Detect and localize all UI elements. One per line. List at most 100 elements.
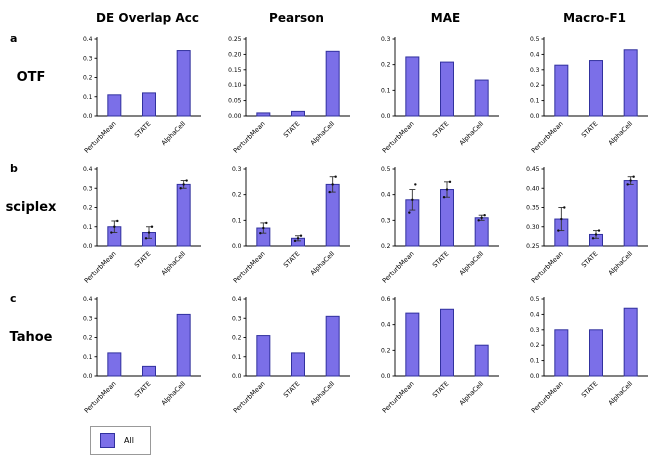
chart-sciplex-pearson: 0.0 0.1 0.2 0.3 PerturbMean STATE AlphaCell xyxy=(209,162,358,292)
col-title-pearson: Pearson xyxy=(269,11,324,25)
svg-text:0.3: 0.3 xyxy=(381,217,391,224)
chart-sciplex-macro-f1: 0.25 0.30 0.35 0.40 0.45 PerturbMean STATE Alph… xyxy=(507,162,656,292)
svg-text:STATE: STATE xyxy=(133,250,153,270)
legend-swatch-all xyxy=(100,433,115,448)
svg-text:PerturbMean: PerturbMean xyxy=(83,380,118,415)
svg-text:0.0: 0.0 xyxy=(530,113,540,120)
svg-text:PerturbMean: PerturbMean xyxy=(381,120,416,155)
svg-text:AlphaCell: AlphaCell xyxy=(458,120,485,147)
svg-text:0.00: 0.00 xyxy=(228,113,242,120)
svg-text:STATE: STATE xyxy=(431,380,451,400)
svg-text:0.05: 0.05 xyxy=(228,98,242,105)
svg-text:0.6: 0.6 xyxy=(381,296,391,303)
row-header-tahoe: c Tahoe xyxy=(2,292,60,422)
svg-text:STATE: STATE xyxy=(282,250,302,270)
svg-text:0.0: 0.0 xyxy=(83,113,93,120)
panel-letter-c: c xyxy=(10,292,17,305)
svg-text:0.0: 0.0 xyxy=(232,243,242,250)
svg-text:0.2: 0.2 xyxy=(232,335,242,342)
svg-text:PerturbMean: PerturbMean xyxy=(232,380,267,415)
svg-text:AlphaCell: AlphaCell xyxy=(607,120,634,147)
svg-text:AlphaCell: AlphaCell xyxy=(458,250,485,277)
svg-text:0.3: 0.3 xyxy=(232,315,242,322)
col-title-de-overlap-acc: DE Overlap Acc xyxy=(96,11,199,25)
svg-text:AlphaCell: AlphaCell xyxy=(309,120,336,147)
row-header-otf: a OTF xyxy=(2,32,60,162)
row-label-otf: OTF xyxy=(16,69,46,85)
chart-tahoe-de-overlap-acc: 0.0 0.1 0.2 0.3 0.4 PerturbMean STATE AlphaCell xyxy=(60,292,209,422)
svg-text:0.2: 0.2 xyxy=(83,335,93,342)
svg-text:0.3: 0.3 xyxy=(530,327,540,334)
svg-text:PerturbMean: PerturbMean xyxy=(232,250,267,285)
svg-text:AlphaCell: AlphaCell xyxy=(309,250,336,277)
svg-text:0.5: 0.5 xyxy=(381,166,391,173)
svg-text:AlphaCell: AlphaCell xyxy=(160,120,187,147)
svg-text:STATE: STATE xyxy=(282,120,302,140)
svg-text:STATE: STATE xyxy=(580,250,600,270)
svg-text:0.3: 0.3 xyxy=(232,166,242,173)
col-title-mae: MAE xyxy=(430,11,461,25)
svg-text:0.45: 0.45 xyxy=(526,166,540,173)
svg-text:STATE: STATE xyxy=(580,120,600,140)
svg-text:0.1: 0.1 xyxy=(530,358,540,365)
svg-text:0.1: 0.1 xyxy=(232,217,242,224)
svg-text:0.2: 0.2 xyxy=(530,342,540,349)
svg-text:AlphaCell: AlphaCell xyxy=(458,380,485,407)
svg-text:0.4: 0.4 xyxy=(232,296,242,303)
panel-letter-a: a xyxy=(10,32,18,45)
svg-text:0.1: 0.1 xyxy=(530,98,540,105)
svg-text:STATE: STATE xyxy=(580,380,600,400)
legend-box: All xyxy=(90,426,151,455)
svg-text:0.1: 0.1 xyxy=(83,94,93,101)
svg-text:STATE: STATE xyxy=(431,120,451,140)
svg-text:PerturbMean: PerturbMean xyxy=(232,120,267,155)
chart-tahoe-mae: 0.0 0.2 0.4 0.6 PerturbMean STATE AlphaCell xyxy=(358,292,507,422)
svg-text:0.0: 0.0 xyxy=(381,113,391,120)
chart-otf-mae: 0.0 0.1 0.2 0.3 PerturbMean STATE AlphaCell xyxy=(358,32,507,162)
svg-text:0.2: 0.2 xyxy=(232,192,242,199)
svg-text:PerturbMean: PerturbMean xyxy=(83,120,118,155)
svg-text:0.0: 0.0 xyxy=(83,373,93,380)
svg-text:0.5: 0.5 xyxy=(530,36,540,43)
svg-text:0.5: 0.5 xyxy=(530,296,540,303)
svg-text:0.4: 0.4 xyxy=(83,36,93,43)
svg-text:0.15: 0.15 xyxy=(228,67,242,74)
svg-text:STATE: STATE xyxy=(282,380,302,400)
svg-text:0.1: 0.1 xyxy=(83,224,93,231)
svg-text:AlphaCell: AlphaCell xyxy=(160,250,187,277)
svg-text:0.2: 0.2 xyxy=(381,62,391,69)
svg-text:0.4: 0.4 xyxy=(83,296,93,303)
grid-corner xyxy=(2,6,60,32)
svg-text:0.3: 0.3 xyxy=(83,315,93,322)
legend-label-all: All xyxy=(124,436,134,445)
chart-sciplex-mae: 0.2 0.3 0.4 0.5 PerturbMean STATE AlphaCell xyxy=(358,162,507,292)
svg-text:0.25: 0.25 xyxy=(526,243,540,250)
svg-text:0.40: 0.40 xyxy=(526,185,540,192)
svg-text:0.3: 0.3 xyxy=(83,185,93,192)
svg-text:PerturbMean: PerturbMean xyxy=(530,120,565,155)
svg-text:PerturbMean: PerturbMean xyxy=(381,380,416,415)
svg-text:0.4: 0.4 xyxy=(530,51,540,58)
panel-letter-b: b xyxy=(10,162,18,175)
svg-text:0.2: 0.2 xyxy=(381,243,391,250)
svg-text:0.4: 0.4 xyxy=(381,192,391,199)
chart-sciplex-de-overlap-acc: 0.0 0.1 0.2 0.3 0.4 PerturbMean STATE AlphaCell xyxy=(60,162,209,292)
svg-text:0.3: 0.3 xyxy=(381,36,391,43)
svg-text:AlphaCell: AlphaCell xyxy=(309,380,336,407)
svg-text:PerturbMean: PerturbMean xyxy=(530,380,565,415)
svg-text:0.4: 0.4 xyxy=(83,166,93,173)
row-label-tahoe: Tahoe xyxy=(9,329,53,345)
svg-text:0.0: 0.0 xyxy=(381,373,391,380)
col-title-macro-f1: Macro-F1 xyxy=(563,11,626,25)
chart-grid: DE Overlap Acc Pearson MAE Macro-F1 a OT… xyxy=(2,6,660,422)
svg-text:0.1: 0.1 xyxy=(381,87,391,94)
svg-text:0.2: 0.2 xyxy=(530,82,540,89)
svg-text:0.1: 0.1 xyxy=(83,354,93,361)
svg-text:0.30: 0.30 xyxy=(526,224,540,231)
svg-text:0.0: 0.0 xyxy=(83,243,93,250)
svg-text:PerturbMean: PerturbMean xyxy=(381,250,416,285)
svg-text:0.1: 0.1 xyxy=(232,354,242,361)
svg-text:0.35: 0.35 xyxy=(526,205,540,212)
svg-text:0.0: 0.0 xyxy=(530,373,540,380)
